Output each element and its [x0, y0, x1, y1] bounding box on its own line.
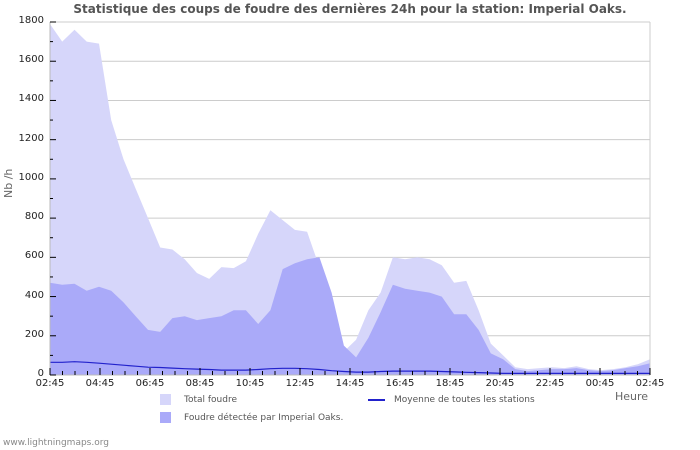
y-tick-label: 1600	[18, 54, 44, 66]
x-tick-label: 22:45	[535, 378, 565, 389]
x-tick-label: 16:45	[385, 378, 415, 389]
x-tick-label: 14:45	[335, 378, 365, 389]
x-tick-label: 04:45	[85, 378, 115, 389]
y-tick-label: 800	[24, 211, 44, 223]
y-tick-label: 1200	[18, 132, 44, 144]
y-tick-label: 400	[24, 289, 44, 301]
y-tick-label: 1000	[18, 171, 44, 183]
x-tick-label: 08:45	[185, 378, 215, 389]
series-station-area	[50, 257, 650, 375]
x-tick-label: 00:45	[585, 378, 615, 389]
legend-label-total: Total foudre	[184, 395, 238, 405]
x-tick-label: 20:45	[485, 378, 515, 389]
x-axis-label: Heure	[615, 390, 649, 403]
x-tick-label: 02:45	[635, 378, 665, 389]
x-tick-label: 18:45	[435, 378, 465, 389]
x-tick-label: 10:45	[235, 378, 265, 389]
x-tick-label: 12:45	[285, 378, 315, 389]
legend-label-average: Moyenne de toutes les stations	[394, 395, 535, 405]
footer-credit: www.lightningmaps.org	[3, 438, 109, 448]
y-tick-label: 1400	[18, 93, 44, 105]
series-total-area	[50, 24, 650, 375]
y-tick-label: 600	[24, 250, 44, 262]
chart-title: Statistique des coups de foudre des dern…	[73, 2, 627, 16]
y-tick-label: 0	[37, 368, 44, 379]
legend-label-station: Foudre détectée par Imperial Oaks.	[184, 413, 344, 423]
legend-line-average	[368, 399, 385, 401]
y-tick-label: 1800	[18, 15, 44, 26]
legend-swatch-total	[160, 394, 171, 405]
x-tick-label: 02:45	[35, 378, 65, 389]
x-tick-label: 06:45	[135, 378, 165, 389]
legend-swatch-station	[160, 412, 171, 423]
y-tick-label: 200	[24, 328, 44, 340]
